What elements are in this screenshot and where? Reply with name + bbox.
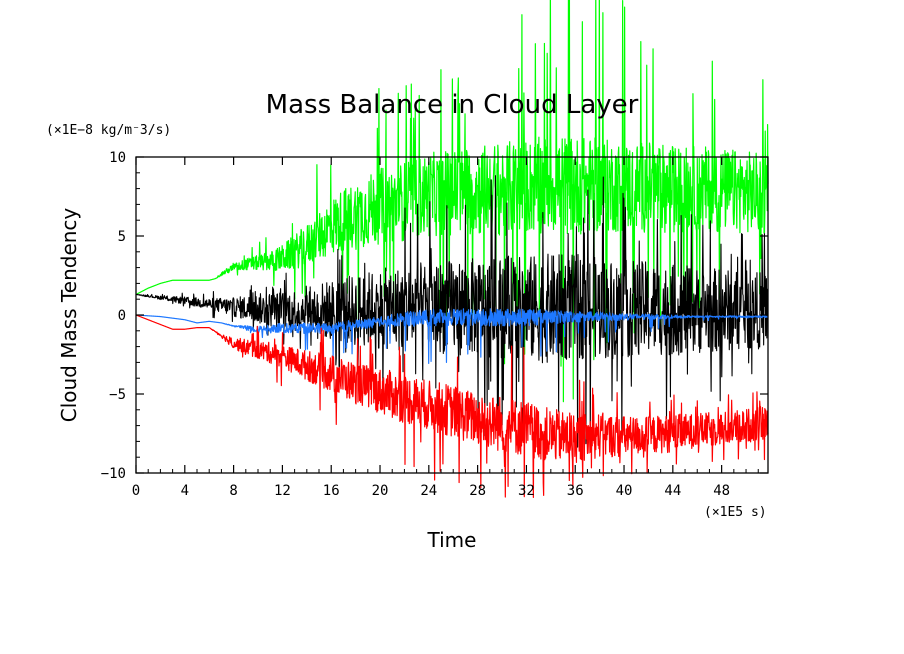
y-tick-label: −10 <box>101 466 126 482</box>
y-tick-label: 10 <box>109 150 126 166</box>
x-tick-label: 16 <box>323 483 340 499</box>
x-tick-label: 48 <box>713 483 730 499</box>
series-layer <box>135 0 769 499</box>
x-tick-label: 36 <box>567 483 584 499</box>
x-tick-label: 20 <box>372 483 389 499</box>
series-line-3 <box>135 308 769 364</box>
x-axis-unit: (×1E5 s) <box>704 505 767 520</box>
y-axis-unit: (×1E−8 kg/m⁻3/s) <box>46 123 171 138</box>
series-line-2 <box>135 175 769 448</box>
y-tick-label: 0 <box>118 308 126 324</box>
x-tick-label: 4 <box>181 483 189 499</box>
x-tick-label: 8 <box>229 483 237 499</box>
y-tick-label: −5 <box>109 387 126 403</box>
x-tick-label: 28 <box>469 483 486 499</box>
chart-title: Mass Balance in Cloud Layer <box>266 90 639 120</box>
series-line-4 <box>135 314 769 499</box>
x-axis-label: Time <box>427 528 477 552</box>
series-line-1 <box>135 0 769 403</box>
x-tick-label: 40 <box>616 483 633 499</box>
y-tick-label: 5 <box>118 229 126 245</box>
x-tick-label: 44 <box>664 483 681 499</box>
x-tick-label: 24 <box>420 483 437 499</box>
y-axis-label: Cloud Mass Tendency <box>57 208 81 423</box>
x-tick-label: 32 <box>518 483 535 499</box>
x-tick-label: 0 <box>132 483 140 499</box>
x-tick-label: 12 <box>274 483 291 499</box>
